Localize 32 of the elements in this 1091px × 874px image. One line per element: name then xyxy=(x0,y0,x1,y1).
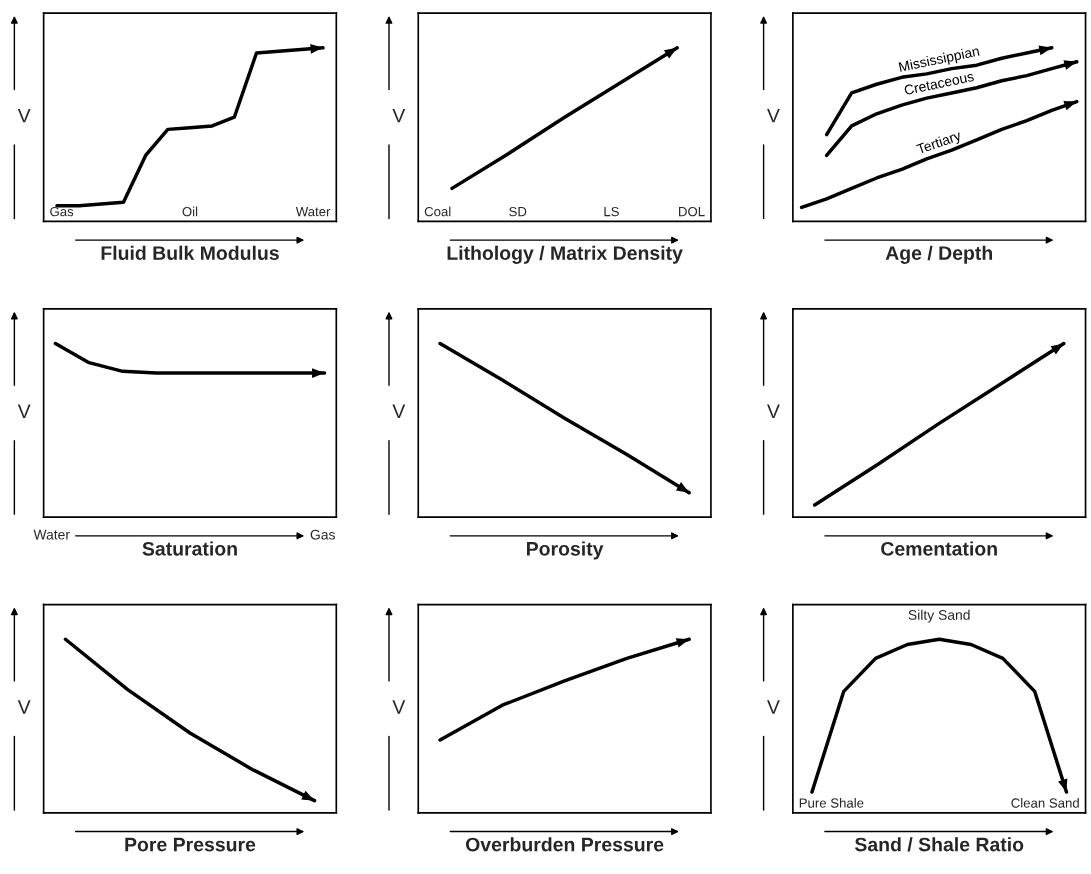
y-axis-title: V xyxy=(17,404,31,418)
y-axis-title: V xyxy=(767,404,780,418)
x-axis-title: Sand / Shale Ratio xyxy=(854,837,1024,852)
x-axis-title: Fluid Bulk Modulus xyxy=(101,245,279,260)
y-axis-title: V xyxy=(392,404,406,418)
annotation: Coal xyxy=(424,206,451,217)
x-axis-title: Porosity xyxy=(527,541,604,560)
annotation: Gas xyxy=(50,206,74,217)
y-axis-title: V xyxy=(392,108,406,123)
annotation: Clean Sand xyxy=(1011,798,1079,808)
annotation: Pure Shale xyxy=(799,798,864,808)
y-axis-title: V xyxy=(767,700,780,714)
text: Gas xyxy=(310,529,335,540)
x-axis-title: Overburden Pressure xyxy=(465,837,664,852)
text: Silty Sand xyxy=(908,609,970,623)
y-axis-title: V xyxy=(17,700,31,714)
text: Cretaceous xyxy=(903,71,975,96)
y-axis-title: V xyxy=(17,108,31,123)
x-axis-title: Cementation xyxy=(881,541,997,556)
y-axis-title: V xyxy=(392,700,406,714)
x-axis-title: Age / Depth xyxy=(885,245,993,264)
annotation: LS xyxy=(604,206,619,217)
annotation: DOL xyxy=(679,206,705,217)
text: Tertiary xyxy=(915,129,963,157)
x-axis-title: Saturation xyxy=(142,541,237,556)
annotation: Oil xyxy=(182,206,198,217)
x-axis-title: Lithology / Matrix Density xyxy=(447,245,683,264)
annotation: Water xyxy=(295,207,331,217)
y-axis-title: V xyxy=(767,108,780,123)
text: Water xyxy=(33,529,70,540)
x-axis-title: Pore Pressure xyxy=(125,837,256,852)
annotation: SD xyxy=(509,206,527,217)
